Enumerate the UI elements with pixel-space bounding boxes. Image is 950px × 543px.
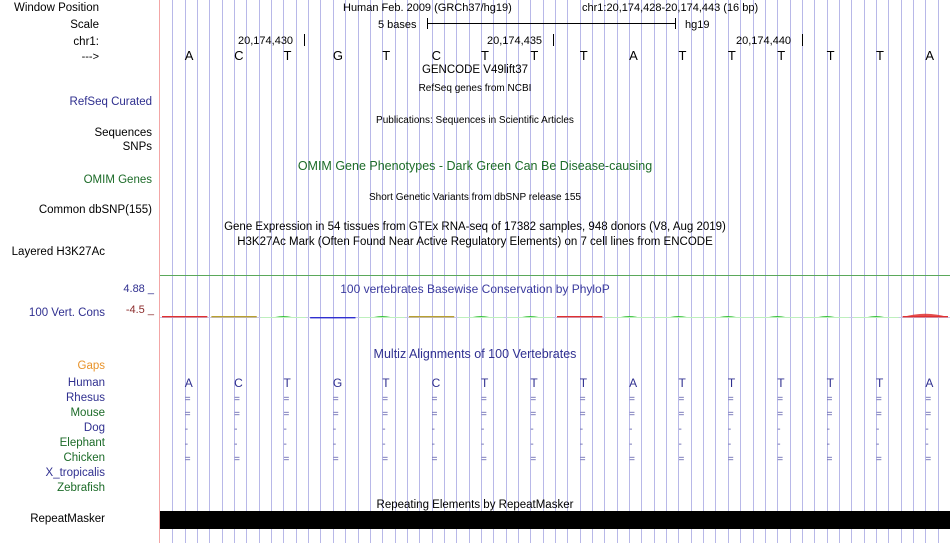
track-label-100-vert-cons[interactable]: 100 Vert. Cons xyxy=(28,307,105,319)
track-caption-publications: Publications: Sequences in Scientific Ar… xyxy=(376,115,574,126)
conservation-neutral-span xyxy=(606,317,652,318)
conservation-neutral-span xyxy=(754,317,800,318)
conservation-axis-max: 4.88 _ xyxy=(123,283,154,295)
conservation-bar xyxy=(902,313,948,318)
track-label-snps[interactable]: SNPs xyxy=(122,141,152,153)
chrom-label: chr1: xyxy=(73,36,99,48)
conservation-bar xyxy=(522,316,539,317)
track-caption-multiz: Multiz Alignments of 100 Vertebrates xyxy=(373,347,577,361)
scale-tick-left xyxy=(427,18,428,29)
ruler-tick xyxy=(802,34,803,46)
coordinate-range: chr1:20,174,428-20,174,443 (16 bp) xyxy=(582,2,759,14)
track-caption-refseq: RefSeq genes from NCBI xyxy=(418,83,532,94)
conservation-neutral-span xyxy=(260,317,307,318)
track-label-common-dbsnp[interactable]: Common dbSNP(155) xyxy=(38,204,152,216)
scale-bar-label: 5 bases xyxy=(378,19,417,31)
track-label-layered-h3k27ac[interactable]: Layered H3K27Ac xyxy=(11,246,105,258)
conservation-neutral-span xyxy=(507,317,553,318)
conservation-bar xyxy=(719,316,736,317)
conservation-bar xyxy=(310,317,356,319)
species-label-chicken[interactable]: Chicken xyxy=(63,452,105,464)
strand-arrow-label: ---> xyxy=(81,51,99,63)
ruler-tick xyxy=(553,34,554,46)
conservation-baseline xyxy=(160,317,950,318)
window-position-label: Window Position xyxy=(13,2,99,14)
species-label-elephant[interactable]: Elephant xyxy=(59,437,105,449)
species-label-x_tropicalis[interactable]: X_tropicalis xyxy=(45,467,105,479)
conservation-bar xyxy=(162,316,208,318)
conservation-top-rule xyxy=(160,275,950,276)
assembly-title: Human Feb. 2009 (GRCh37/hg19) xyxy=(343,2,512,14)
conservation-neutral-span xyxy=(803,317,850,318)
scale-bar-line xyxy=(427,23,676,24)
track-caption-omim: OMIM Gene Phenotypes - Dark Green Can Be… xyxy=(297,159,653,173)
conservation-neutral-span xyxy=(853,317,899,318)
species-label-mouse[interactable]: Mouse xyxy=(70,407,105,419)
conservation-bar xyxy=(769,316,786,317)
conservation-neutral-span xyxy=(458,317,504,318)
repeatmasker-bar[interactable] xyxy=(160,511,950,529)
conservation-axis-min: -4.5 _ xyxy=(125,304,154,316)
conservation-bar xyxy=(472,316,490,317)
scale-row-label: Scale xyxy=(70,19,99,31)
conservation-neutral-span xyxy=(655,317,702,318)
track-label-omim-genes[interactable]: OMIM Genes xyxy=(83,174,152,186)
conservation-bar xyxy=(275,316,292,317)
track-label-repeatmasker[interactable]: RepeatMasker xyxy=(30,513,105,525)
species-label-dog[interactable]: Dog xyxy=(83,422,105,434)
ruler-position-label: 20,174,430 xyxy=(238,35,294,47)
conservation-bar xyxy=(211,316,257,318)
conservation-neutral-span xyxy=(705,317,751,318)
conservation-bar xyxy=(557,316,603,318)
species-label-human[interactable]: Human xyxy=(67,377,105,389)
assembly-db-label: hg19 xyxy=(685,19,710,31)
species-label-rhesus[interactable]: Rhesus xyxy=(66,392,105,404)
track-caption-conservation: 100 vertebrates Basewise Conservation by… xyxy=(340,282,610,296)
conservation-bar xyxy=(670,316,687,317)
conservation-bar xyxy=(374,316,391,317)
conservation-bar xyxy=(867,316,885,317)
track-label-gaps[interactable]: Gaps xyxy=(77,360,106,372)
ruler-tick xyxy=(304,34,305,46)
conservation-neutral-span xyxy=(359,317,405,318)
species-label-zebrafish[interactable]: Zebrafish xyxy=(57,482,105,494)
scale-tick-right xyxy=(675,18,676,29)
track-caption-repeatmasker: Repeating Elements by RepeatMasker xyxy=(376,499,574,511)
track-caption-gencode: GENCODE V49lift37 xyxy=(421,64,529,76)
conservation-wiggle-plot xyxy=(160,313,950,319)
track-label-sequences[interactable]: Sequences xyxy=(94,127,152,139)
conservation-bar xyxy=(620,316,638,317)
track-label-refseq-curated[interactable]: RefSeq Curated xyxy=(69,96,152,108)
conservation-bar xyxy=(408,316,455,318)
ruler-position-label: 20,174,435 xyxy=(487,35,543,47)
track-caption-dbsnp: Short Genetic Variants from dbSNP releas… xyxy=(369,192,581,203)
conservation-bar xyxy=(818,316,835,317)
track-caption-gtex: Gene Expression in 54 tissues from GTEx … xyxy=(224,221,726,233)
track-caption-h3k27ac: H3K27Ac Mark (Often Found Near Active Re… xyxy=(237,236,713,248)
ruler-position-label: 20,174,440 xyxy=(736,35,792,47)
scale-bar xyxy=(427,18,676,29)
